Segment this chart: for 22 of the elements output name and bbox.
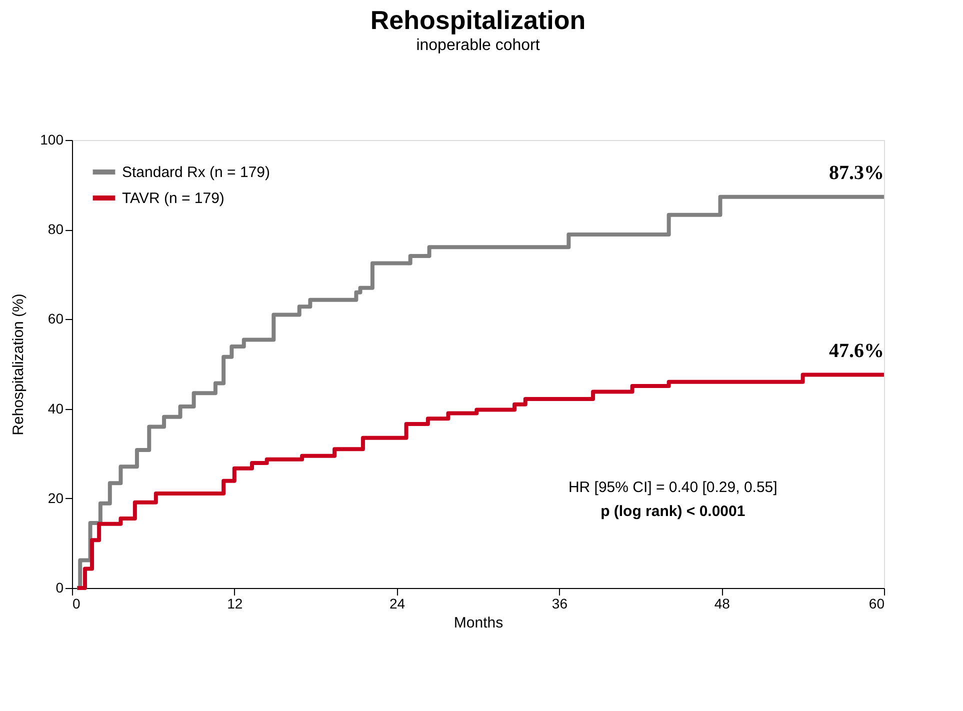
legend-label: Standard Rx (n = 179) — [122, 164, 270, 181]
x-tick-label: 48 — [714, 596, 730, 612]
y-tick-label: 100 — [40, 132, 64, 148]
x-tick-label: 24 — [390, 596, 406, 612]
chart-title: Rehospitalization — [370, 5, 586, 35]
y-tick-label: 80 — [48, 221, 64, 238]
x-tick-label: 36 — [552, 596, 568, 612]
y-axis-title: Rehospitalization (%) — [10, 294, 28, 436]
y-tick-label: 60 — [48, 310, 64, 327]
chart-subtitle: inoperable cohort — [416, 37, 540, 54]
x-tick-label: 0 — [72, 596, 80, 612]
x-axis-title: Months — [454, 614, 504, 632]
annotation: HR [95% CI] = 0.40 [0.29, 0.55] — [568, 479, 778, 496]
y-tick-label: 20 — [48, 490, 64, 506]
annotation: 47.6% — [829, 340, 884, 362]
x-tick-label: 60 — [868, 596, 885, 612]
x-tick-label: 12 — [227, 596, 243, 612]
annotation: 87.3% — [829, 162, 884, 184]
annotation: p (log rank) < 0.0001 — [600, 503, 746, 520]
y-tick-label: 0 — [56, 580, 64, 596]
y-tick-label: 40 — [48, 400, 64, 416]
legend-label: TAVR (n = 179) — [122, 190, 224, 207]
